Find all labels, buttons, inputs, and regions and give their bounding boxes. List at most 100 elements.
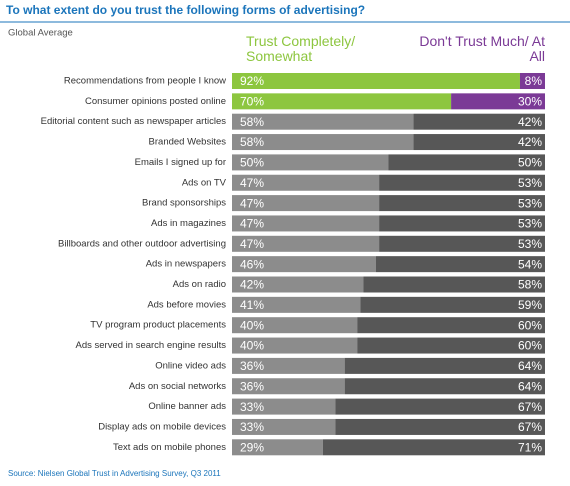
bar-segment: [388, 154, 545, 171]
value-label: 33%: [240, 420, 264, 434]
value-label: 47%: [240, 217, 264, 231]
legend-entry: Don't Trust Much/ At All: [419, 33, 545, 64]
bar-segment: [232, 378, 345, 395]
bar-segment: [232, 357, 345, 374]
value-label: 58%: [240, 115, 264, 129]
value-label: 40%: [240, 318, 264, 332]
source: Source: Nielsen Global Trust in Advertis…: [8, 469, 221, 478]
value-label: 67%: [518, 400, 542, 414]
category-label: Branded Websites: [149, 137, 227, 148]
bar-segment: [232, 113, 414, 130]
bar-segment: [375, 256, 545, 273]
subtitle: Global Average: [8, 28, 73, 39]
bar-segment: [322, 439, 545, 456]
bar-segment: [379, 195, 545, 212]
category-label: Ads served in search engine results: [76, 340, 227, 351]
value-label: 92%: [240, 74, 264, 88]
value-label: 67%: [518, 420, 542, 434]
category-label: Billboards and other outdoor advertising: [58, 238, 226, 249]
bar-segment: [232, 276, 364, 293]
value-label: 47%: [240, 237, 264, 251]
value-label: 33%: [240, 400, 264, 414]
value-label: 50%: [518, 156, 542, 170]
value-label: 64%: [518, 359, 542, 373]
value-label: 46%: [240, 257, 264, 271]
bar-segment: [232, 195, 380, 212]
bar-segment: [413, 134, 545, 151]
value-label: 54%: [518, 257, 542, 271]
bar-segment: [232, 174, 380, 191]
bar-segment: [232, 296, 361, 313]
value-label: 70%: [240, 95, 264, 109]
value-label: 71%: [518, 440, 542, 454]
category-label: Emails I signed up for: [135, 157, 226, 168]
category-label: Text ads on mobile phones: [113, 442, 226, 453]
value-label: 47%: [240, 196, 264, 210]
category-label: Display ads on mobile devices: [98, 421, 226, 432]
value-label: 64%: [518, 379, 542, 393]
value-label: 36%: [240, 379, 264, 393]
bar-segment: [232, 418, 336, 435]
category-label: Ads in newspapers: [146, 259, 227, 270]
bar-segment: [232, 317, 358, 334]
value-label: 40%: [240, 339, 264, 353]
bar-segment: [451, 93, 545, 110]
category-label: Ads before movies: [147, 299, 226, 310]
value-label: 53%: [518, 237, 542, 251]
category-label: Ads on TV: [182, 177, 227, 188]
bar-segment: [232, 134, 414, 151]
bar-segment: [232, 256, 376, 273]
category-label: Editorial content such as newspaper arti…: [41, 116, 227, 127]
bar-segment: [379, 174, 545, 191]
bar-segment: [232, 235, 380, 252]
bar-segment: [232, 439, 323, 456]
category-label: Ads on radio: [173, 279, 226, 290]
value-label: 29%: [240, 440, 264, 454]
bar-segment: [232, 215, 380, 232]
value-label: 47%: [240, 176, 264, 190]
value-label: 60%: [518, 339, 542, 353]
bar-segment: [379, 235, 545, 252]
value-label: 41%: [240, 298, 264, 312]
bar-segment: [232, 154, 389, 171]
category-label: TV program product placements: [90, 320, 226, 331]
value-label: 50%: [240, 156, 264, 170]
bar-segment: [363, 276, 545, 293]
category-label: Consumer opinions posted online: [85, 96, 226, 107]
bar-segment: [519, 73, 545, 89]
legend-entry: Trust Completely/ Somewhat: [246, 33, 356, 64]
bar-segment: [357, 317, 545, 334]
bar-segment: [379, 215, 545, 232]
category-label: Brand sponsorships: [142, 198, 226, 209]
value-label: 53%: [518, 196, 542, 210]
chart-title: To what extent do you trust the followin…: [6, 3, 365, 17]
value-label: 42%: [518, 115, 542, 129]
value-label: 58%: [240, 135, 264, 149]
category-label: Recommendations from people I know: [64, 76, 226, 87]
category-label: Online video ads: [155, 360, 226, 371]
bar-segment: [344, 378, 545, 395]
value-label: 53%: [518, 176, 542, 190]
bar-segment: [232, 73, 520, 89]
value-label: 36%: [240, 359, 264, 373]
category-label: Ads in magazines: [151, 218, 226, 229]
category-label: Online banner ads: [148, 401, 226, 412]
value-label: 42%: [518, 135, 542, 149]
bar-segment: [232, 398, 336, 415]
value-label: 58%: [518, 278, 542, 292]
value-label: 59%: [518, 298, 542, 312]
value-label: 42%: [240, 278, 264, 292]
bar-segment: [232, 93, 452, 110]
bar-segment: [357, 337, 545, 354]
value-label: 8%: [525, 74, 543, 88]
bar-segment: [413, 113, 545, 130]
value-label: 53%: [518, 217, 542, 231]
bar-segment: [335, 418, 545, 435]
bar-segment: [360, 296, 545, 313]
bar-segment: [344, 357, 545, 374]
category-label: Ads on social networks: [129, 381, 226, 392]
bar-segment: [335, 398, 545, 415]
bar-segment: [232, 337, 358, 354]
